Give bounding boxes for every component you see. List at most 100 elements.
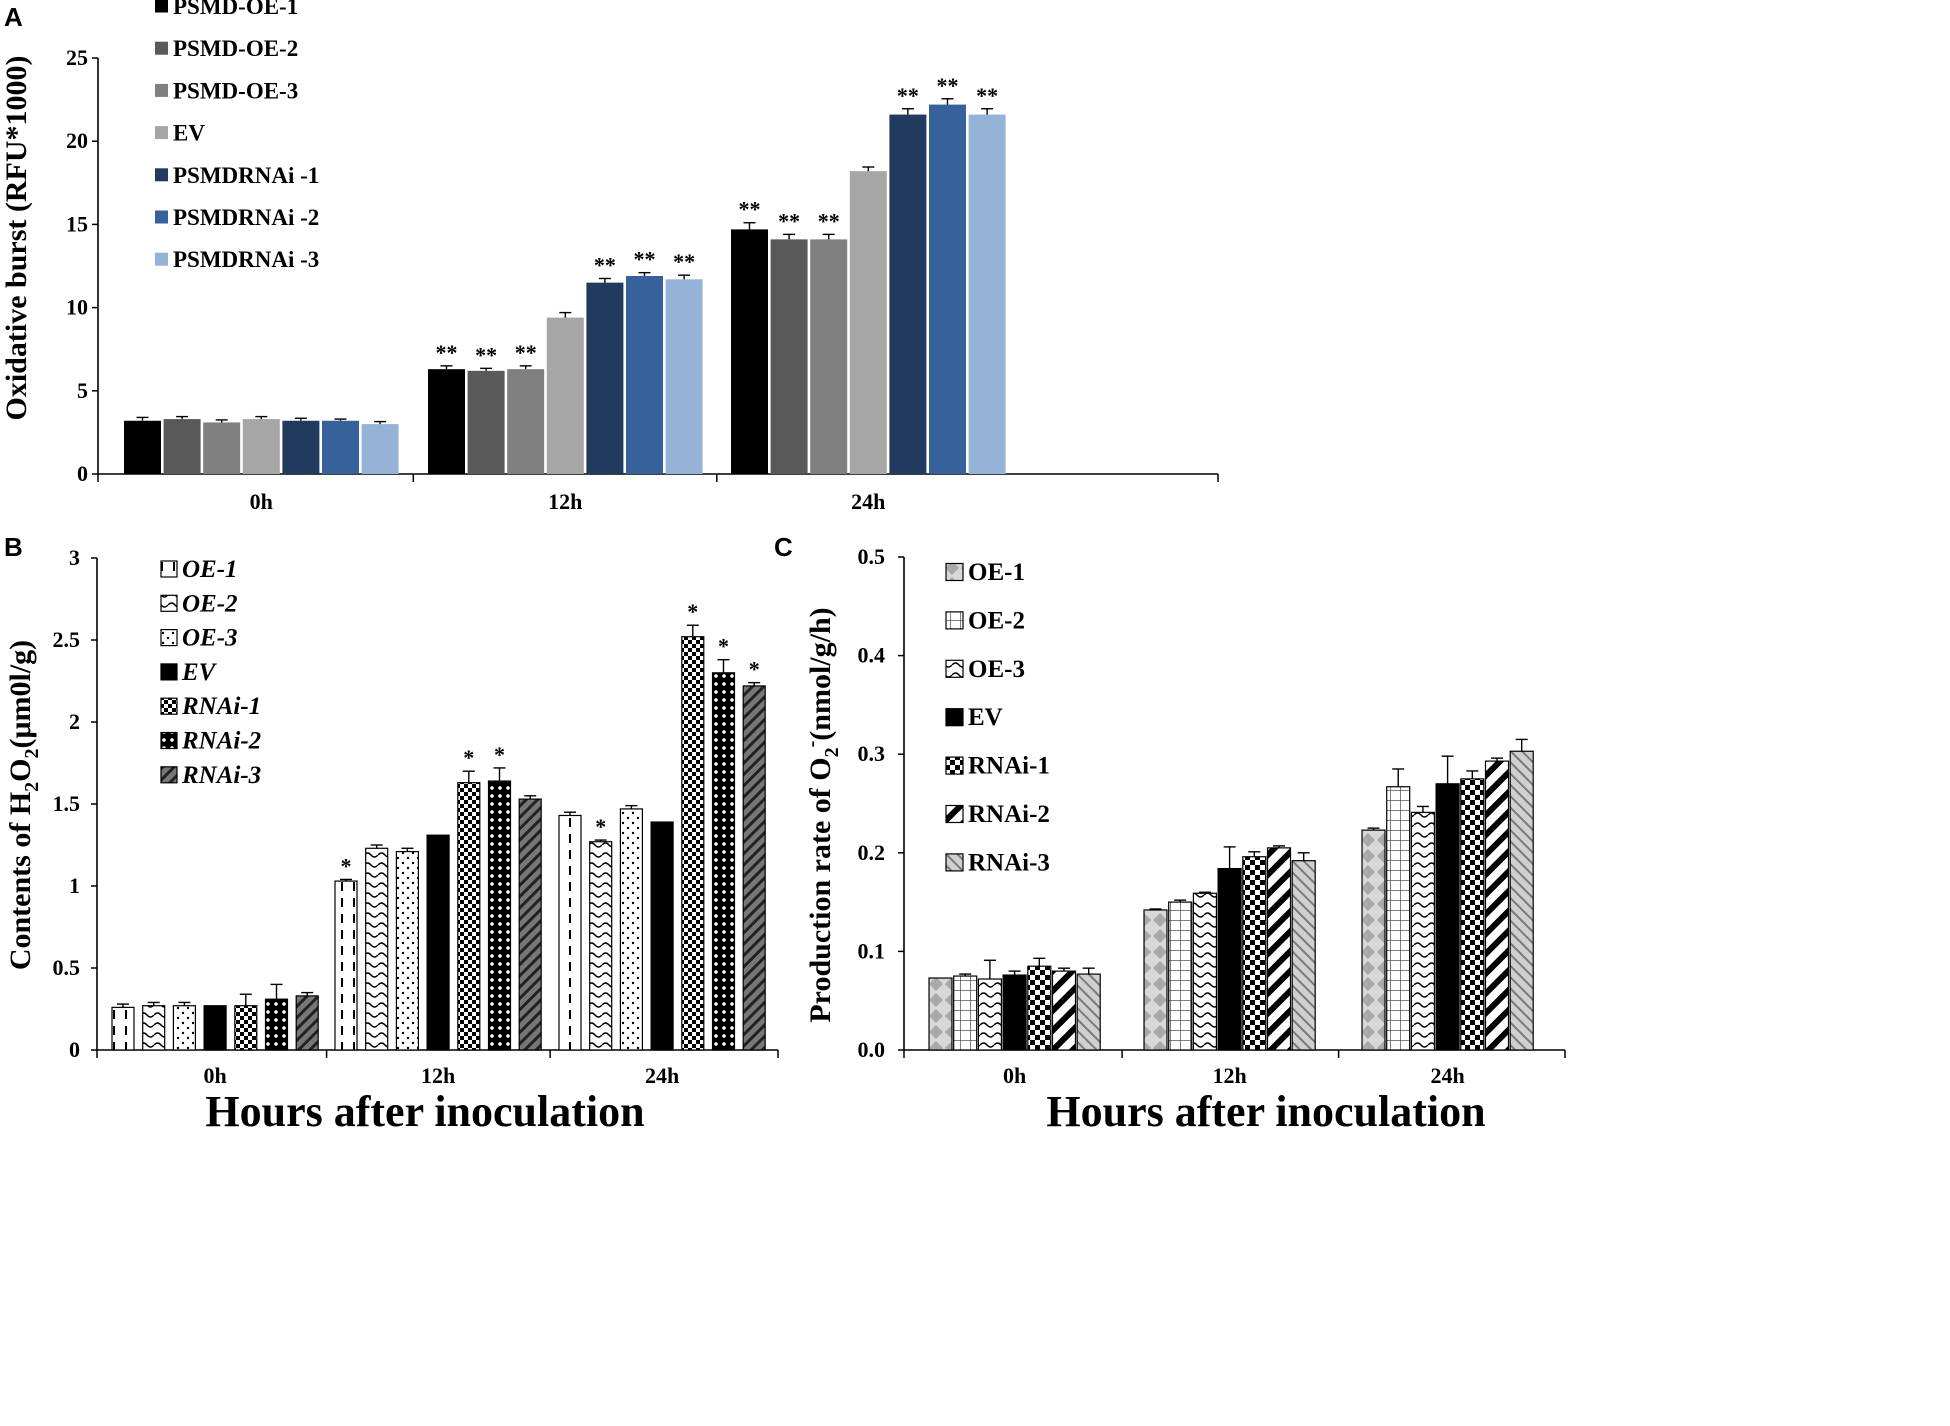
- x-tick-label: 12h: [548, 489, 582, 514]
- legend-swatch: [160, 628, 178, 647]
- significance-label: *: [687, 599, 698, 624]
- x-tick-label: 24h: [1430, 1063, 1464, 1088]
- significance-label: **: [818, 208, 840, 233]
- legend-label: RNAi-3: [968, 849, 1050, 876]
- bar: [665, 279, 703, 474]
- bar: [619, 808, 644, 1051]
- bar: [457, 782, 481, 1051]
- bar: [1386, 786, 1411, 1051]
- legend-label: RNAi-2: [968, 801, 1050, 828]
- bar: [1361, 829, 1386, 1051]
- legend-swatch: [160, 594, 178, 612]
- bar: [1076, 973, 1101, 1051]
- y-axis-label: Oxidative burst (RFU*1000): [0, 56, 33, 421]
- bar: [558, 814, 582, 1051]
- legend-swatch: [945, 611, 964, 630]
- bar: [1435, 783, 1460, 1051]
- x-axis-label: Hours after inoculation: [1046, 1087, 1485, 1136]
- bar: [810, 239, 848, 474]
- significance-label: **: [475, 342, 497, 367]
- bar: [365, 847, 389, 1051]
- bar: [929, 104, 966, 474]
- bar: [731, 229, 768, 474]
- y-label-superscript: -: [801, 741, 823, 748]
- bar: [546, 317, 584, 474]
- chart-panel-a: A 0 5 10 15 20 25 0h 12h 24h ** ** ** ** ** ** ** ** ** ** *…: [0, 0, 1219, 514]
- x-tick-label: 0h: [1003, 1063, 1026, 1088]
- bar: [1217, 867, 1242, 1051]
- bar: [849, 171, 887, 475]
- legend-label: PSMD-OE-1: [173, 0, 298, 19]
- y-label-subscript: 2: [821, 747, 843, 757]
- bar: [626, 275, 663, 474]
- significance-label: *: [595, 814, 606, 839]
- x-tick-label: 0h: [203, 1063, 226, 1088]
- y-tick-label: 25: [66, 45, 88, 70]
- significance-label: **: [937, 73, 959, 98]
- y-label-text: Production rate of O: [804, 757, 837, 1022]
- significance-label: **: [739, 197, 761, 222]
- bar: [426, 834, 450, 1051]
- x-axis-label: Hours after inoculation: [205, 1087, 644, 1136]
- legend-label: EV: [181, 659, 218, 686]
- bar: [264, 998, 289, 1051]
- significance-label: **: [634, 247, 656, 272]
- y-tick-label: 0.5: [858, 544, 886, 569]
- y-tick-label: 15: [66, 211, 88, 236]
- legend-swatch: [945, 853, 964, 872]
- significance-label: *: [341, 853, 352, 878]
- bar: [770, 239, 808, 474]
- legend-label: RNAi-3: [181, 762, 261, 789]
- bar: [124, 420, 161, 474]
- y-label-subscript: 2: [21, 748, 43, 758]
- legend-swatch: [160, 731, 178, 750]
- bar: [711, 672, 736, 1051]
- y-tick-label: 2: [69, 709, 80, 734]
- chart-panel-b: B 0 0.5 1 1.5 2 2.5 3 0h 12h 24h * * * * * * * Contents of…: [4, 532, 779, 1136]
- significance-label: **: [673, 249, 695, 274]
- x-tick-label: 24h: [851, 489, 885, 514]
- bar: [742, 685, 766, 1051]
- y-tick-label: 0.3: [858, 741, 886, 766]
- bar: [1484, 760, 1510, 1051]
- legend-label: OE-2: [968, 607, 1025, 634]
- bar: [334, 880, 358, 1051]
- bar: [295, 995, 319, 1051]
- bar: [518, 798, 542, 1051]
- bar: [589, 841, 613, 1051]
- y-tick-label: 1.5: [53, 791, 81, 816]
- panel-label: B: [4, 532, 23, 562]
- legend-label: PSMDRNAi -1: [173, 163, 319, 188]
- x-tick-label: 12h: [1212, 1063, 1246, 1088]
- panel-label: C: [774, 532, 793, 562]
- bar: [1291, 860, 1316, 1051]
- y-label-text: (μm0l/g): [4, 640, 37, 749]
- y-label-subscript: 2: [21, 782, 43, 792]
- legend-swatch: [160, 560, 178, 578]
- y-tick-label: 1: [69, 873, 80, 898]
- bar: [203, 422, 241, 474]
- legend-swatch: [155, 126, 168, 140]
- legend-swatch: [945, 756, 964, 775]
- legend-swatch: [160, 697, 178, 715]
- bar: [395, 850, 419, 1051]
- bar: [203, 1005, 227, 1051]
- y-axis-label: Contents of H2O2(μm0l/g): [4, 640, 43, 970]
- bar: [1027, 965, 1052, 1051]
- legend-swatch: [945, 804, 964, 824]
- legend-label: PSMD-OE-2: [173, 36, 298, 61]
- bar: [977, 978, 1003, 1051]
- bar: [163, 419, 201, 474]
- y-tick-label: 0: [69, 1037, 80, 1062]
- bar: [322, 420, 359, 474]
- legend-label: RNAi-1: [968, 753, 1050, 780]
- legend-label: PSMDRNAi -2: [173, 205, 319, 230]
- significance-label: **: [436, 340, 458, 365]
- legend-swatch: [155, 83, 168, 97]
- bar: [928, 977, 953, 1051]
- x-tick-label: 12h: [421, 1063, 455, 1088]
- bar: [1002, 974, 1027, 1051]
- legend-label: OE-3: [968, 656, 1025, 683]
- y-tick-label: 10: [66, 295, 88, 320]
